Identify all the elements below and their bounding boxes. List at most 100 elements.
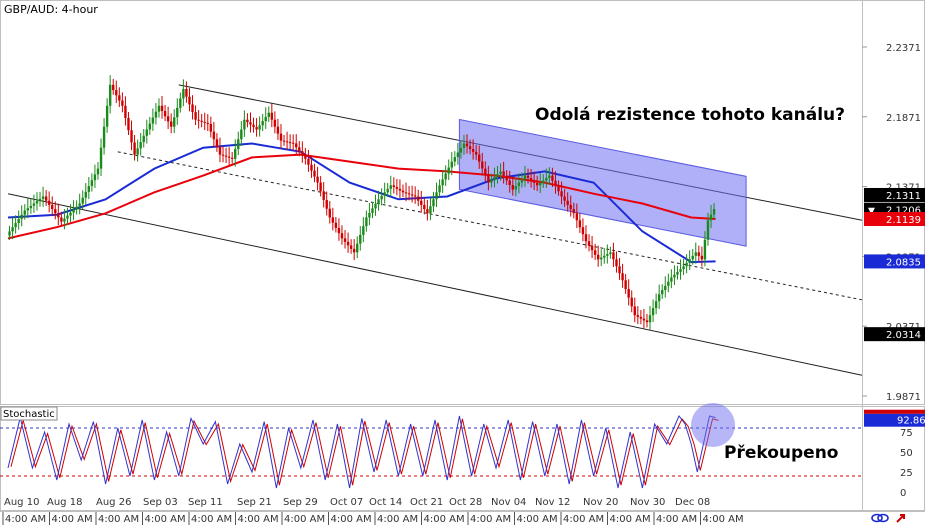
candle-body: [84, 191, 87, 198]
candle-body: [108, 84, 112, 106]
x-time-label: 4:00 AM: [238, 514, 279, 525]
stochastic-value-box: [864, 413, 925, 427]
candle-body: [395, 187, 399, 189]
candle-body: [322, 191, 325, 201]
candle-body: [453, 157, 457, 162]
candle-body: [657, 294, 661, 302]
candle-body: [563, 196, 566, 201]
stochastic-title: Stochastic: [3, 409, 55, 420]
candle-body: [487, 175, 490, 183]
candle-body: [93, 174, 97, 181]
candle-body: [237, 139, 240, 150]
candle-body: [118, 95, 121, 101]
candle-body: [639, 316, 643, 319]
x-date-label: Oct 21: [410, 497, 443, 508]
stochastic-y-tick: 0: [900, 488, 906, 499]
candle-body: [377, 199, 380, 204]
candle-body: [471, 149, 475, 152]
candle-body: [557, 186, 560, 192]
candle-body: [169, 121, 173, 127]
price-label-text: 2.0314: [886, 330, 921, 341]
candle-body: [197, 119, 200, 121]
candle-body: [499, 171, 502, 175]
candle-body: [429, 206, 432, 214]
price-label-text: 2.1139: [886, 215, 921, 226]
main-frame: [0, 0, 925, 405]
candle-body: [38, 198, 42, 202]
candle-body: [609, 252, 612, 255]
x-time-label: 4:00 AM: [191, 514, 232, 525]
candle-body: [63, 218, 66, 222]
candle-body: [566, 200, 569, 205]
candle-body: [346, 241, 350, 246]
candle-body: [490, 179, 493, 183]
candle-body: [697, 252, 701, 256]
candle-body: [75, 206, 78, 210]
candle-body: [11, 227, 14, 232]
x-time-label: 4:00 AM: [610, 514, 651, 525]
resistance-highlight-box: [458, 118, 747, 247]
candle-body: [261, 121, 264, 126]
candle-body: [401, 190, 405, 193]
candle-body: [548, 175, 551, 179]
candle-body: [8, 231, 11, 236]
candle-body: [648, 315, 652, 323]
candle-body: [295, 143, 298, 148]
candle-body: [105, 105, 109, 127]
candle-body: [252, 124, 255, 128]
candle-body: [624, 280, 627, 289]
candle-body: [465, 143, 469, 147]
candle-body: [313, 170, 316, 177]
candle-body: [694, 252, 697, 256]
candle-body: [154, 111, 158, 118]
candle-body: [420, 200, 423, 205]
candle-body: [291, 142, 295, 144]
x-date-label: Nov 30: [630, 497, 665, 508]
candle-body: [447, 167, 450, 174]
candle-body: [417, 196, 420, 201]
candle-body: [145, 129, 148, 136]
candle-body: [188, 96, 191, 105]
candle-body: [413, 195, 417, 197]
x-date-label: Dec 08: [675, 497, 710, 508]
candle-body: [627, 288, 630, 298]
candle-body: [539, 182, 542, 186]
candle-body: [246, 119, 249, 123]
chain-link-loop: [871, 513, 883, 523]
candle-body: [709, 214, 713, 221]
candle-body: [645, 320, 649, 323]
candle-body: [654, 301, 658, 309]
x-date-label: Aug 10: [4, 497, 39, 508]
candle-body: [276, 126, 280, 134]
candle-body: [712, 209, 716, 215]
candle-body: [301, 151, 304, 155]
candle-body: [581, 227, 585, 235]
candle-body: [459, 148, 463, 153]
x-date-label: Sep 21: [237, 497, 272, 508]
candle-body: [407, 193, 411, 195]
x-date-label: Sep 29: [283, 497, 318, 508]
candle-body: [551, 175, 554, 181]
candle-body: [404, 192, 408, 194]
candle-body: [35, 201, 39, 204]
x-date-label: Nov 12: [535, 497, 570, 508]
candle-body: [587, 241, 591, 246]
candle-body: [462, 143, 466, 149]
x-date-label: Sep 11: [188, 497, 223, 508]
candle-body: [66, 215, 69, 219]
candle-body: [352, 248, 356, 253]
candle-body: [685, 262, 688, 267]
candle-body: [282, 140, 286, 142]
candle-body: [606, 254, 609, 256]
candle-body: [182, 89, 185, 99]
candle-body: [575, 213, 579, 221]
candle-body: [651, 308, 655, 316]
candle-body: [264, 116, 267, 122]
down-arrow-icon: ▼: [868, 207, 875, 217]
candle-body: [661, 290, 664, 295]
candle-body: [136, 148, 139, 155]
candle-body: [590, 245, 594, 251]
main-pane: GBP/AUD: 4-hour Odolá rezistence tohoto k…: [0, 0, 925, 510]
candle-body: [496, 174, 499, 177]
candle-body: [26, 208, 30, 211]
